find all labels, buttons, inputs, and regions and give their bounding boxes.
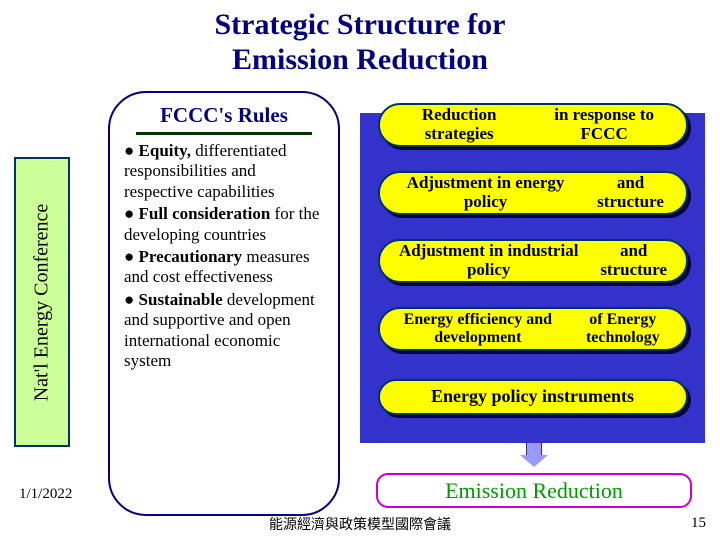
pill-line: and structure bbox=[590, 242, 678, 279]
rules-bullet: ● Precautionary measures and cost effect… bbox=[124, 247, 324, 288]
vertical-label: Nat'l Energy Conference bbox=[31, 203, 54, 401]
bullet-dot-icon: ● bbox=[124, 247, 139, 266]
bullet-dot-icon: ● bbox=[124, 290, 139, 309]
bullet-bold: Precautionary bbox=[139, 247, 243, 266]
pill-line: and structure bbox=[584, 174, 678, 211]
emission-reduction-label: Emission Reduction bbox=[445, 478, 623, 504]
strategy-pill: Energy efficiency and developmentof Ener… bbox=[378, 307, 688, 351]
pill-line: of Energy technology bbox=[568, 311, 677, 346]
arrow-stem bbox=[526, 443, 542, 455]
page-number: 15 bbox=[691, 515, 706, 532]
date-label: 1/1/2022 bbox=[19, 486, 72, 503]
strategies-panel: Reduction strategiesin response to FCCCA… bbox=[360, 113, 705, 443]
vertical-label-box: Nat'l Energy Conference bbox=[14, 157, 70, 447]
title-line-1: Strategic Structure for bbox=[214, 8, 505, 41]
bullet-bold: Equity, bbox=[139, 141, 191, 160]
rules-bullet: ● Equity, differentiated responsibilitie… bbox=[124, 141, 324, 202]
main-area: Nat'l Energy Conference 1/1/2022 FCCC's … bbox=[0, 95, 720, 515]
pill-line: Adjustment in industrial policy bbox=[388, 242, 590, 279]
emission-reduction-box: Emission Reduction bbox=[376, 473, 692, 508]
fccc-rules-box: FCCC's Rules ● Equity, differentiated re… bbox=[108, 91, 340, 516]
rules-underline bbox=[136, 132, 312, 135]
rules-body: ● Equity, differentiated responsibilitie… bbox=[124, 141, 324, 371]
strategy-pill: Adjustment in industrial policyand struc… bbox=[378, 239, 688, 283]
pill-line: Adjustment in energy policy bbox=[388, 174, 584, 211]
strategy-pill: Adjustment in energy policyand structure bbox=[378, 171, 688, 215]
rules-title: FCCC's Rules bbox=[124, 103, 324, 128]
rules-bullet: ● Sustainable development and supportive… bbox=[124, 290, 324, 372]
bullet-dot-icon: ● bbox=[124, 141, 139, 160]
slide-title: Strategic Structure for Emission Reducti… bbox=[0, 0, 720, 77]
strategy-pill: Reduction strategiesin response to FCCC bbox=[378, 103, 688, 147]
title-line-2: Emission Reduction bbox=[232, 43, 488, 76]
strategy-pill: Energy policy instruments bbox=[378, 379, 688, 415]
rules-bullet: ● Full consideration for the developing … bbox=[124, 204, 324, 245]
pill-line: Energy policy instruments bbox=[431, 387, 634, 407]
footer-text: 能源經濟與政策模型國際會議 bbox=[269, 514, 451, 534]
pill-line: in response to FCCC bbox=[531, 106, 678, 143]
bullet-dot-icon: ● bbox=[124, 204, 139, 223]
arrow-head-icon bbox=[520, 455, 548, 467]
bullet-bold: Sustainable bbox=[139, 290, 223, 309]
pill-line: Reduction strategies bbox=[388, 106, 531, 143]
pill-line: Energy efficiency and development bbox=[388, 311, 569, 346]
bullet-bold: Full consideration bbox=[139, 204, 271, 223]
